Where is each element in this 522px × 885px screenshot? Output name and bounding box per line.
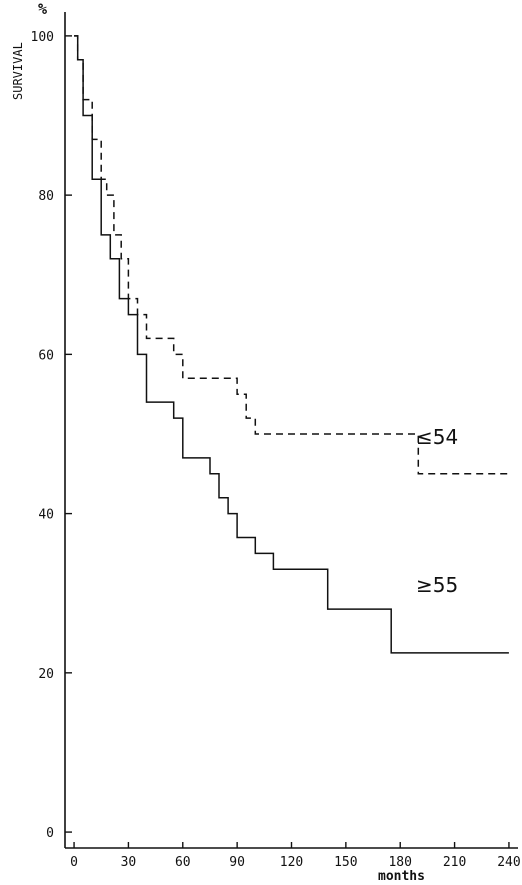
- y-tick-label: 60: [38, 348, 54, 363]
- x-tick-label: 0: [70, 855, 78, 870]
- series-lines: [74, 35, 509, 654]
- y-unit-label: %: [38, 0, 47, 18]
- x-tick-label: 90: [229, 855, 245, 870]
- y-tick-label: 40: [38, 508, 54, 523]
- y-axis-label: SURVIVAL: [11, 42, 25, 100]
- series-line-le54: [74, 35, 509, 475]
- y-tick-label: 100: [31, 30, 54, 45]
- y-tick-label: 20: [38, 667, 54, 682]
- x-ticks: 0 30 60 90 120 150 180 210 240: [70, 842, 521, 870]
- x-tick-label: 210: [443, 855, 466, 870]
- x-tick-label: 150: [334, 855, 357, 870]
- series-label-ge55: ≥55: [416, 573, 458, 597]
- series-label-le54: ≤54: [416, 425, 458, 449]
- x-tick-label: 60: [175, 855, 191, 870]
- series-line-ge55: [74, 35, 509, 654]
- y-tick-label: 80: [38, 189, 54, 204]
- x-tick-label: 180: [388, 855, 411, 870]
- x-tick-label: 30: [121, 855, 137, 870]
- x-tick-label: 240: [497, 855, 520, 870]
- y-ticks: 0 20 40 60 80 100: [31, 30, 72, 841]
- y-tick-label: 0: [46, 826, 54, 841]
- x-axis-label: months: [378, 869, 425, 884]
- x-tick-label: 120: [280, 855, 303, 870]
